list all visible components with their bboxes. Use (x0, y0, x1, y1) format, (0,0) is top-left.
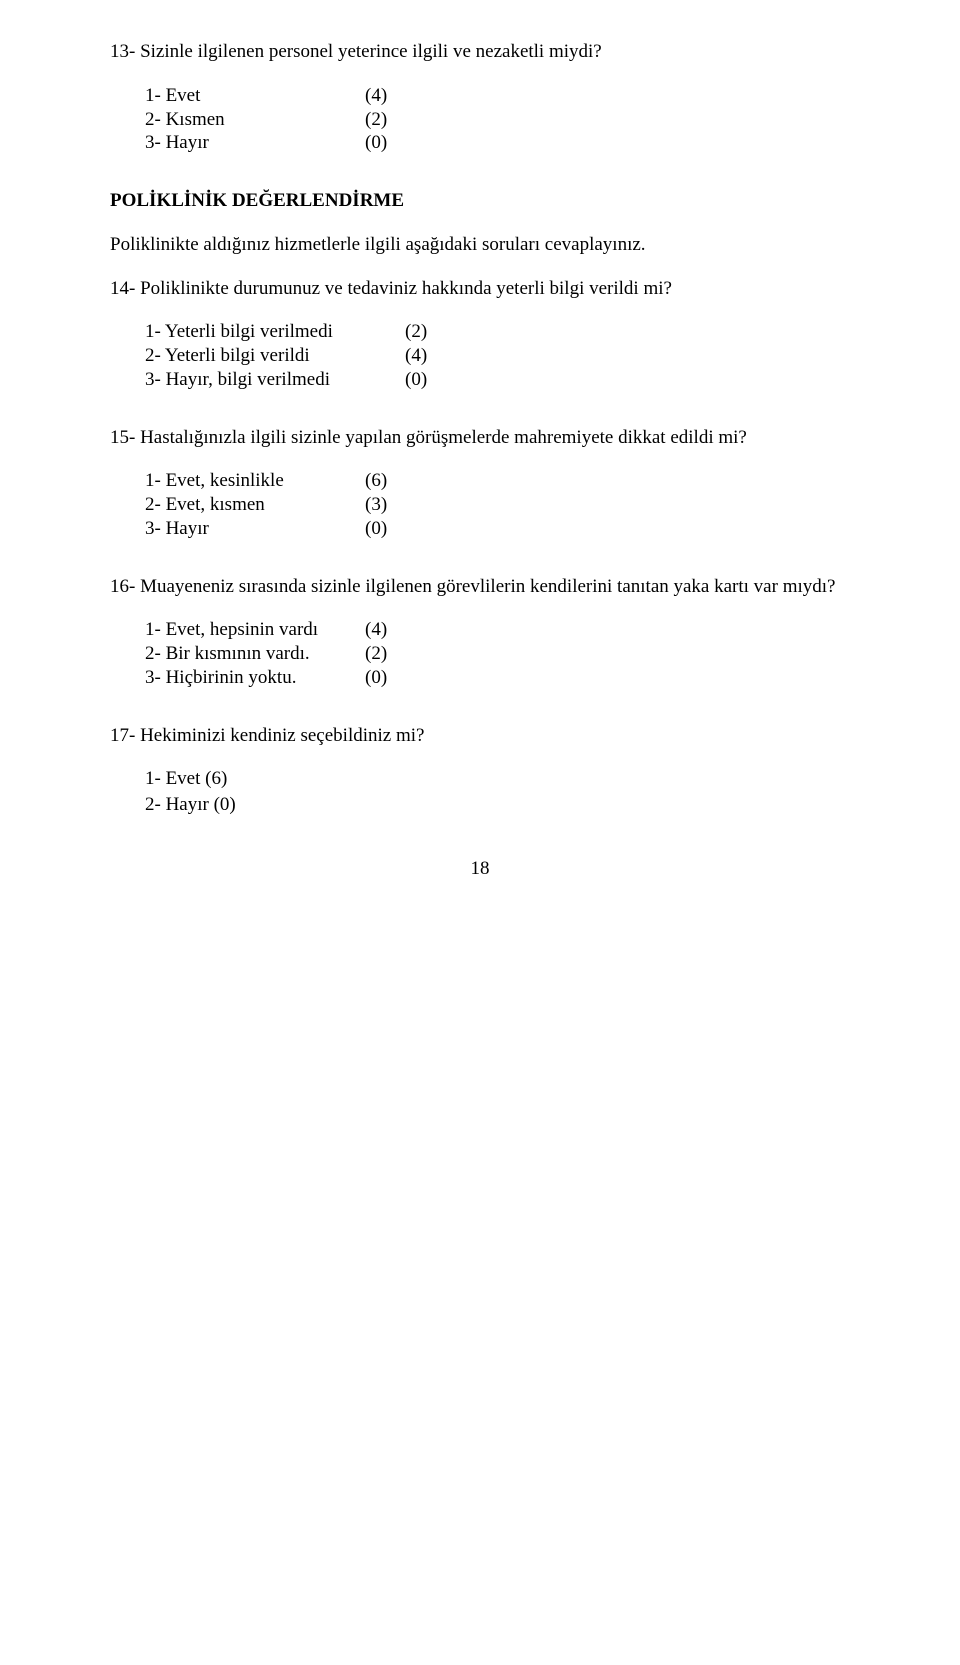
q13-opt-3: 3- Hayır (0) (145, 131, 850, 155)
q13-opt-2-label: 2- Kısmen (145, 108, 365, 132)
q15-opt-1-label: 1- Evet, kesinlikle (145, 469, 365, 493)
q15-opt-1: 1- Evet, kesinlikle (6) (145, 469, 850, 493)
q16-opt-3-score: (0) (365, 666, 387, 690)
question-15-text: 15- Hastalığınızla ilgili sizinle yapıla… (110, 426, 850, 450)
q16-opt-1-score: (4) (365, 618, 387, 642)
question-13-text: 13- Sizinle ilgilenen personel yeterince… (110, 40, 850, 64)
q14-opt-1-score: (2) (405, 320, 427, 344)
q13-opt-2-score: (2) (365, 108, 387, 132)
q17-opt-2: 2- Hayır (0) (145, 793, 850, 817)
question-16-options: 1- Evet, hepsinin vardı (4) 2- Bir kısmı… (110, 618, 850, 689)
q16-opt-2-score: (2) (365, 642, 387, 666)
q15-opt-2-score: (3) (365, 493, 387, 517)
q14-opt-1-label: 1- Yeterli bilgi verilmedi (145, 320, 405, 344)
q16-opt-2: 2- Bir kısmının vardı. (2) (145, 642, 850, 666)
q13-opt-1-score: (4) (365, 84, 387, 108)
q13-opt-2: 2- Kısmen (2) (145, 108, 850, 132)
section-heading: POLİKLİNİK DEĞERLENDİRME (110, 189, 850, 213)
q15-opt-1-score: (6) (365, 469, 387, 493)
q14-opt-1: 1- Yeterli bilgi verilmedi (2) (145, 320, 850, 344)
q14-opt-3-label: 3- Hayır, bilgi verilmedi (145, 368, 405, 392)
q15-opt-3-score: (0) (365, 517, 387, 541)
q14-opt-2-score: (4) (405, 344, 427, 368)
question-17-text: 17- Hekiminizi kendiniz seçebildiniz mi? (110, 724, 850, 748)
question-15-options: 1- Evet, kesinlikle (6) 2- Evet, kısmen … (110, 469, 850, 540)
q13-opt-3-label: 3- Hayır (145, 131, 365, 155)
q16-opt-1-label: 1- Evet, hepsinin vardı (145, 618, 365, 642)
q16-opt-3: 3- Hiçbirinin yoktu. (0) (145, 666, 850, 690)
question-17: 17- Hekiminizi kendiniz seçebildiniz mi?… (110, 724, 850, 817)
question-14-text: 14- Poliklinikte durumunuz ve tedaviniz … (110, 277, 850, 301)
q15-opt-3-label: 3- Hayır (145, 517, 365, 541)
q13-opt-3-score: (0) (365, 131, 387, 155)
question-13: 13- Sizinle ilgilenen personel yeterince… (110, 40, 850, 155)
question-14-options: 1- Yeterli bilgi verilmedi (2) 2- Yeterl… (110, 320, 850, 391)
question-17-options: 1- Evet (6) 2- Hayır (0) (110, 767, 850, 817)
q13-opt-1-label: 1- Evet (145, 84, 365, 108)
question-13-options: 1- Evet (4) 2- Kısmen (2) 3- Hayır (0) (110, 84, 850, 155)
q14-opt-2-label: 2- Yeterli bilgi verildi (145, 344, 405, 368)
page-number: 18 (110, 857, 850, 881)
question-16: 16- Muayeneniz sırasında sizinle ilgilen… (110, 575, 850, 690)
q14-opt-2: 2- Yeterli bilgi verildi (4) (145, 344, 850, 368)
q15-opt-2: 2- Evet, kısmen (3) (145, 493, 850, 517)
q14-opt-3-score: (0) (405, 368, 427, 392)
question-15: 15- Hastalığınızla ilgili sizinle yapıla… (110, 426, 850, 541)
q16-opt-1: 1- Evet, hepsinin vardı (4) (145, 618, 850, 642)
q17-opt-1: 1- Evet (6) (145, 767, 850, 791)
q13-opt-1: 1- Evet (4) (145, 84, 850, 108)
q16-opt-2-label: 2- Bir kısmının vardı. (145, 642, 365, 666)
q15-opt-3: 3- Hayır (0) (145, 517, 850, 541)
q16-opt-3-label: 3- Hiçbirinin yoktu. (145, 666, 365, 690)
q15-opt-2-label: 2- Evet, kısmen (145, 493, 365, 517)
question-16-text: 16- Muayeneniz sırasında sizinle ilgilen… (110, 575, 850, 599)
question-14: 14- Poliklinikte durumunuz ve tedaviniz … (110, 277, 850, 392)
document-page: 13- Sizinle ilgilenen personel yeterince… (0, 0, 960, 921)
section-intro: Poliklinikte aldığınız hizmetlerle ilgil… (110, 233, 850, 257)
q14-opt-3: 3- Hayır, bilgi verilmedi (0) (145, 368, 850, 392)
